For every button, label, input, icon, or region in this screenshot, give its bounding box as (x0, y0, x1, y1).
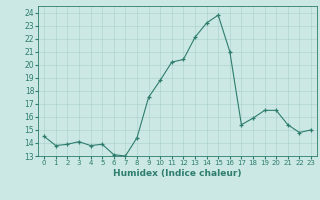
X-axis label: Humidex (Indice chaleur): Humidex (Indice chaleur) (113, 169, 242, 178)
